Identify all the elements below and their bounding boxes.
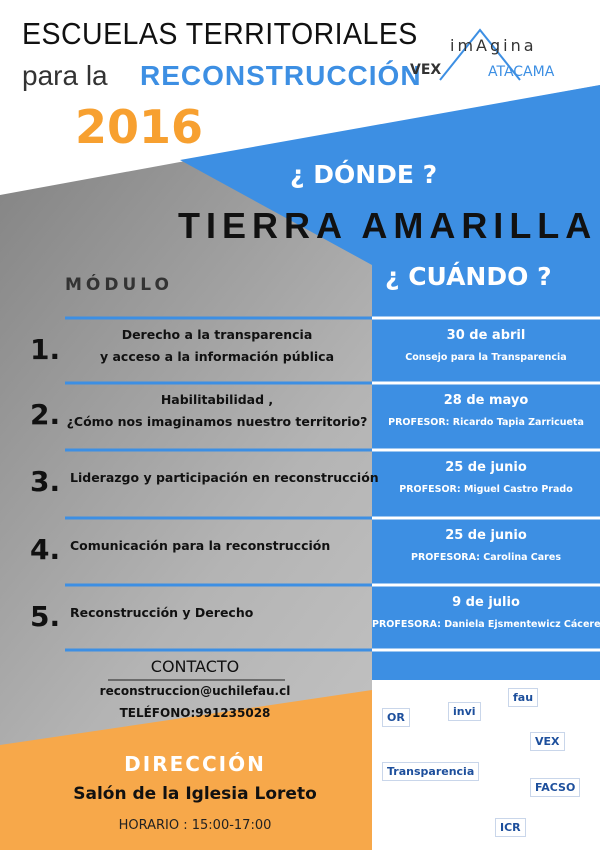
when-label: ¿ CUÁNDO ? bbox=[385, 262, 552, 291]
module-title: ¿Cómo nos imaginamos nuestro territorio? bbox=[66, 413, 368, 429]
module-title: Derecho a la transparencia bbox=[121, 326, 313, 342]
contact-heading: CONTACTO bbox=[150, 657, 240, 676]
module-number: 5. bbox=[30, 599, 61, 633]
logo: invi bbox=[448, 702, 481, 721]
module-number: 1. bbox=[30, 332, 61, 366]
logo: VEX bbox=[530, 732, 565, 751]
logo-vex: VEX bbox=[410, 62, 442, 78]
title: ESCUELAS TERRITORIALES bbox=[22, 16, 418, 51]
place: TIERRA AMARILLA bbox=[178, 205, 598, 246]
logo: ICR bbox=[495, 818, 526, 837]
logo: fau bbox=[508, 688, 539, 707]
logo: OR bbox=[382, 708, 410, 727]
where-label: ¿ DÓNDE ? bbox=[290, 160, 438, 189]
row-lines bbox=[65, 316, 372, 652]
contact-email: reconstruccion@uchilefau.cl bbox=[99, 684, 291, 698]
module-detail: Consejo para la Transparencia bbox=[405, 352, 567, 363]
module-date: 25 de junio bbox=[445, 460, 527, 475]
direction-hours: HORARIO : 15:00-17:00 bbox=[118, 818, 272, 833]
module-date: 28 de mayo bbox=[443, 393, 529, 408]
row-lines-right bbox=[372, 316, 600, 652]
module-detail: PROFESORA: Carolina Cares bbox=[411, 552, 561, 563]
orange-panel bbox=[0, 690, 372, 850]
logo: Transparencia bbox=[382, 762, 480, 781]
title-highlight: RECONSTRUCCIÓN bbox=[140, 60, 422, 91]
module-header: MÓDULO bbox=[65, 275, 173, 295]
module-detail: PROFESOR: Miguel Castro Prado bbox=[399, 484, 573, 495]
contact-phone: TELÉFONO:991235028 bbox=[119, 706, 271, 720]
module-title: Habilitabilidad , bbox=[160, 391, 274, 407]
logo-imagina: imAgina bbox=[450, 36, 537, 55]
module-number: 2. bbox=[30, 397, 61, 431]
module-date: 9 de julio bbox=[452, 595, 520, 610]
logo-a bbox=[439, 28, 521, 81]
logo: FACSO bbox=[530, 778, 581, 797]
title-part: para la bbox=[22, 60, 108, 91]
module-title: Comunicación para la reconstrucción bbox=[70, 537, 331, 553]
module-date: 30 de abril bbox=[446, 328, 526, 343]
module-date: 25 de junio bbox=[445, 528, 527, 543]
logo-atacama: ATACAMA bbox=[488, 64, 555, 80]
direction-heading: DIRECCIÓN bbox=[124, 752, 266, 776]
module-detail: PROFESORA: Daniela Ejsmentewicz Cáceres bbox=[372, 619, 600, 630]
module-title: Reconstrucción y Derecho bbox=[70, 604, 254, 620]
module-title: Liderazgo y participación en reconstrucc… bbox=[70, 469, 379, 485]
module-detail: PROFESOR: Ricardo Tapia Zarricueta bbox=[388, 417, 584, 428]
module-title: y acceso a la información pública bbox=[99, 348, 335, 364]
module-number: 4. bbox=[30, 532, 61, 566]
direction-place: Salón de la Iglesia Loreto bbox=[73, 784, 317, 804]
year: 2016 bbox=[75, 100, 204, 154]
module-number: 3. bbox=[30, 464, 61, 498]
